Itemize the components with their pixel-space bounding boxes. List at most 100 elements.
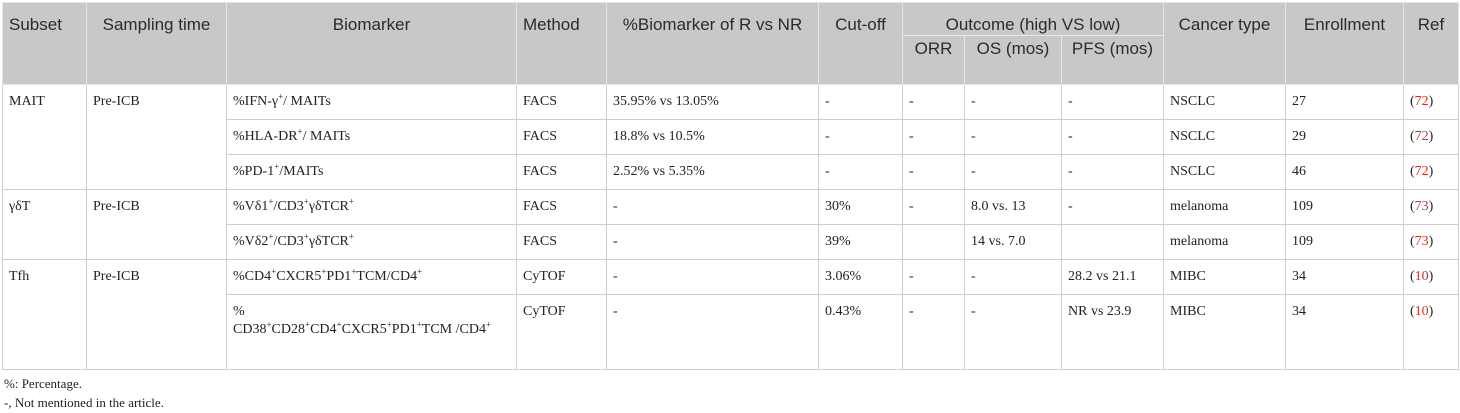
header-os: OS (mos) xyxy=(964,35,1062,85)
cell-os: 8.0 vs. 13 xyxy=(964,189,1062,225)
cell-pct: - xyxy=(606,259,819,295)
cell-enroll: 46 xyxy=(1285,154,1404,190)
cell-pfs: - xyxy=(1061,119,1164,155)
header-cancer-type: Cancer type xyxy=(1163,2,1286,85)
table-row: %Vδ2+/CD3+γδTCR+ FACS -39% 14 vs. 7.0 melano… xyxy=(3,224,1459,260)
cell-method: FACS xyxy=(516,154,607,190)
cell-cutoff: - xyxy=(818,84,903,120)
cell-sampling: Pre-ICB xyxy=(86,84,227,190)
cell-cutoff: 39% xyxy=(818,224,903,260)
cell-biomarker: %IFN-γ+/ MAITs xyxy=(226,84,517,120)
cell-os: - xyxy=(964,154,1062,190)
cell-cutoff: 0.43% xyxy=(818,294,903,370)
cell-enroll: 109 xyxy=(1285,189,1404,225)
cell-ref[interactable]: (72) xyxy=(1403,84,1459,120)
cell-cutoff: - xyxy=(818,119,903,155)
cell-orr: - xyxy=(902,259,965,295)
cell-enroll: 34 xyxy=(1285,259,1404,295)
cell-cutoff: 3.06% xyxy=(818,259,903,295)
biomarker-text: PD1 xyxy=(326,269,352,284)
cell-biomarker: %CD4+CXCR5+PD1+TCM/CD4+ xyxy=(226,259,517,295)
cell-ref[interactable]: (73) xyxy=(1403,224,1459,260)
biomarker-text: % xyxy=(233,304,245,319)
table-row: %HLA-DR+/ MAITs FACS 18.8% vs 10.5% - - - - NSC… xyxy=(3,119,1459,155)
cell-subset: Tfh xyxy=(2,259,87,370)
footnote-percentage: %: Percentage. xyxy=(4,376,82,391)
biomarker-text: / MAITs xyxy=(283,94,331,109)
cell-pfs: - xyxy=(1061,189,1164,225)
biomarker-superscript: + xyxy=(485,319,492,330)
ref-link[interactable]: 72 xyxy=(1414,164,1429,179)
cell-cancer: NSCLC xyxy=(1163,119,1286,155)
biomarker-text: / MAITs xyxy=(302,129,351,144)
cell-orr: - xyxy=(902,84,965,120)
header-pfs: PFS (mos) xyxy=(1061,35,1164,85)
biomarker-text: γδTCR xyxy=(308,234,349,249)
footnote-not-mentioned: -, Not mentioned in the article. xyxy=(4,395,164,410)
cell-biomarker: %Vδ1+/CD3+γδTCR+ xyxy=(226,189,517,225)
table-row: MAIT Pre-ICB %IFN-γ+/ MAITs FACS 35.95% vs 1… xyxy=(2,84,1459,190)
ref-link[interactable]: 73 xyxy=(1414,199,1429,214)
cell-cancer: NSCLC xyxy=(1163,154,1286,190)
header-cutoff: Cut-off xyxy=(818,2,903,85)
cell-ref[interactable]: (72) xyxy=(1403,154,1459,190)
biomarker-superscript: + xyxy=(303,196,309,207)
header-subset: Subset xyxy=(2,2,87,85)
biomarker-text: %HLA-DR xyxy=(233,129,298,144)
cell-method: FACS xyxy=(516,84,607,120)
ref-link[interactable]: 72 xyxy=(1414,94,1429,109)
ref-link[interactable]: 10 xyxy=(1414,304,1429,319)
biomarker-text: CD4 xyxy=(310,322,337,337)
cell-cancer: MIBC xyxy=(1163,294,1286,370)
table-header: Subset Sampling time Biomarker Method %B… xyxy=(2,2,1459,85)
cell-biomarker: %HLA-DR+/ MAITs xyxy=(226,119,517,155)
ref-link[interactable]: 72 xyxy=(1414,129,1429,144)
header-method: Method xyxy=(516,2,607,85)
ref-link[interactable]: 10 xyxy=(1414,269,1429,284)
cell-cancer: MIBC xyxy=(1163,259,1286,295)
biomarker-superscript: + xyxy=(303,231,309,242)
cell-cancer: NSCLC xyxy=(1163,84,1286,120)
biomarker-superscript: + xyxy=(386,319,392,330)
cell-pct: 35.95% vs 13.05% xyxy=(606,84,819,120)
cell-os: - xyxy=(964,119,1062,155)
cell-orr xyxy=(902,224,965,260)
cell-ref[interactable]: (73) xyxy=(1403,189,1459,225)
cell-sampling: Pre-ICB xyxy=(86,189,227,260)
cell-pfs: - xyxy=(1061,154,1164,190)
biomarker-superscript: + xyxy=(351,266,357,277)
cell-os: - xyxy=(964,84,1062,120)
biomarker-text: %PD-1 xyxy=(233,164,275,179)
cell-enroll: 109 xyxy=(1285,224,1404,260)
cell-os: - xyxy=(964,294,1062,370)
cell-enroll: 27 xyxy=(1285,84,1404,120)
header-ref: Ref xyxy=(1403,2,1459,85)
biomarker-text: CD28 xyxy=(271,322,305,337)
header-biomarker: Biomarker xyxy=(226,2,517,85)
ref-link[interactable]: 73 xyxy=(1414,234,1429,249)
cell-os: 14 vs. 7.0 xyxy=(964,224,1062,260)
cell-orr: - xyxy=(902,294,965,370)
biomarker-superscript: + xyxy=(278,91,284,102)
cell-pct: - xyxy=(606,294,819,370)
cell-ref[interactable]: (72) xyxy=(1403,119,1459,155)
cell-cutoff: - xyxy=(818,154,903,190)
biomarker-text: /CD3 xyxy=(273,199,304,214)
cell-pct: - xyxy=(606,189,819,225)
header-orr: ORR xyxy=(902,35,965,85)
cell-pfs: 28.2 vs 21.1 xyxy=(1061,259,1164,295)
cell-pfs: - xyxy=(1061,84,1164,120)
biomarker-superscript: + xyxy=(297,126,303,137)
biomarker-superscript: + xyxy=(348,231,354,242)
cell-pct: 18.8% vs 10.5% xyxy=(606,119,819,155)
cell-subset: γδT xyxy=(2,189,87,260)
cell-enroll: 34 xyxy=(1285,294,1404,370)
header-sampling-time: Sampling time xyxy=(86,2,227,85)
cell-ref[interactable]: (10) xyxy=(1403,294,1459,370)
cell-cutoff: 30% xyxy=(818,189,903,225)
cell-ref[interactable]: (10) xyxy=(1403,259,1459,295)
cell-method: FACS xyxy=(516,224,607,260)
cell-sampling: Pre-ICB xyxy=(86,259,227,370)
biomarker-text: /MAITs xyxy=(279,164,324,179)
cell-biomarker: %PD-1+/MAITs xyxy=(226,154,517,190)
